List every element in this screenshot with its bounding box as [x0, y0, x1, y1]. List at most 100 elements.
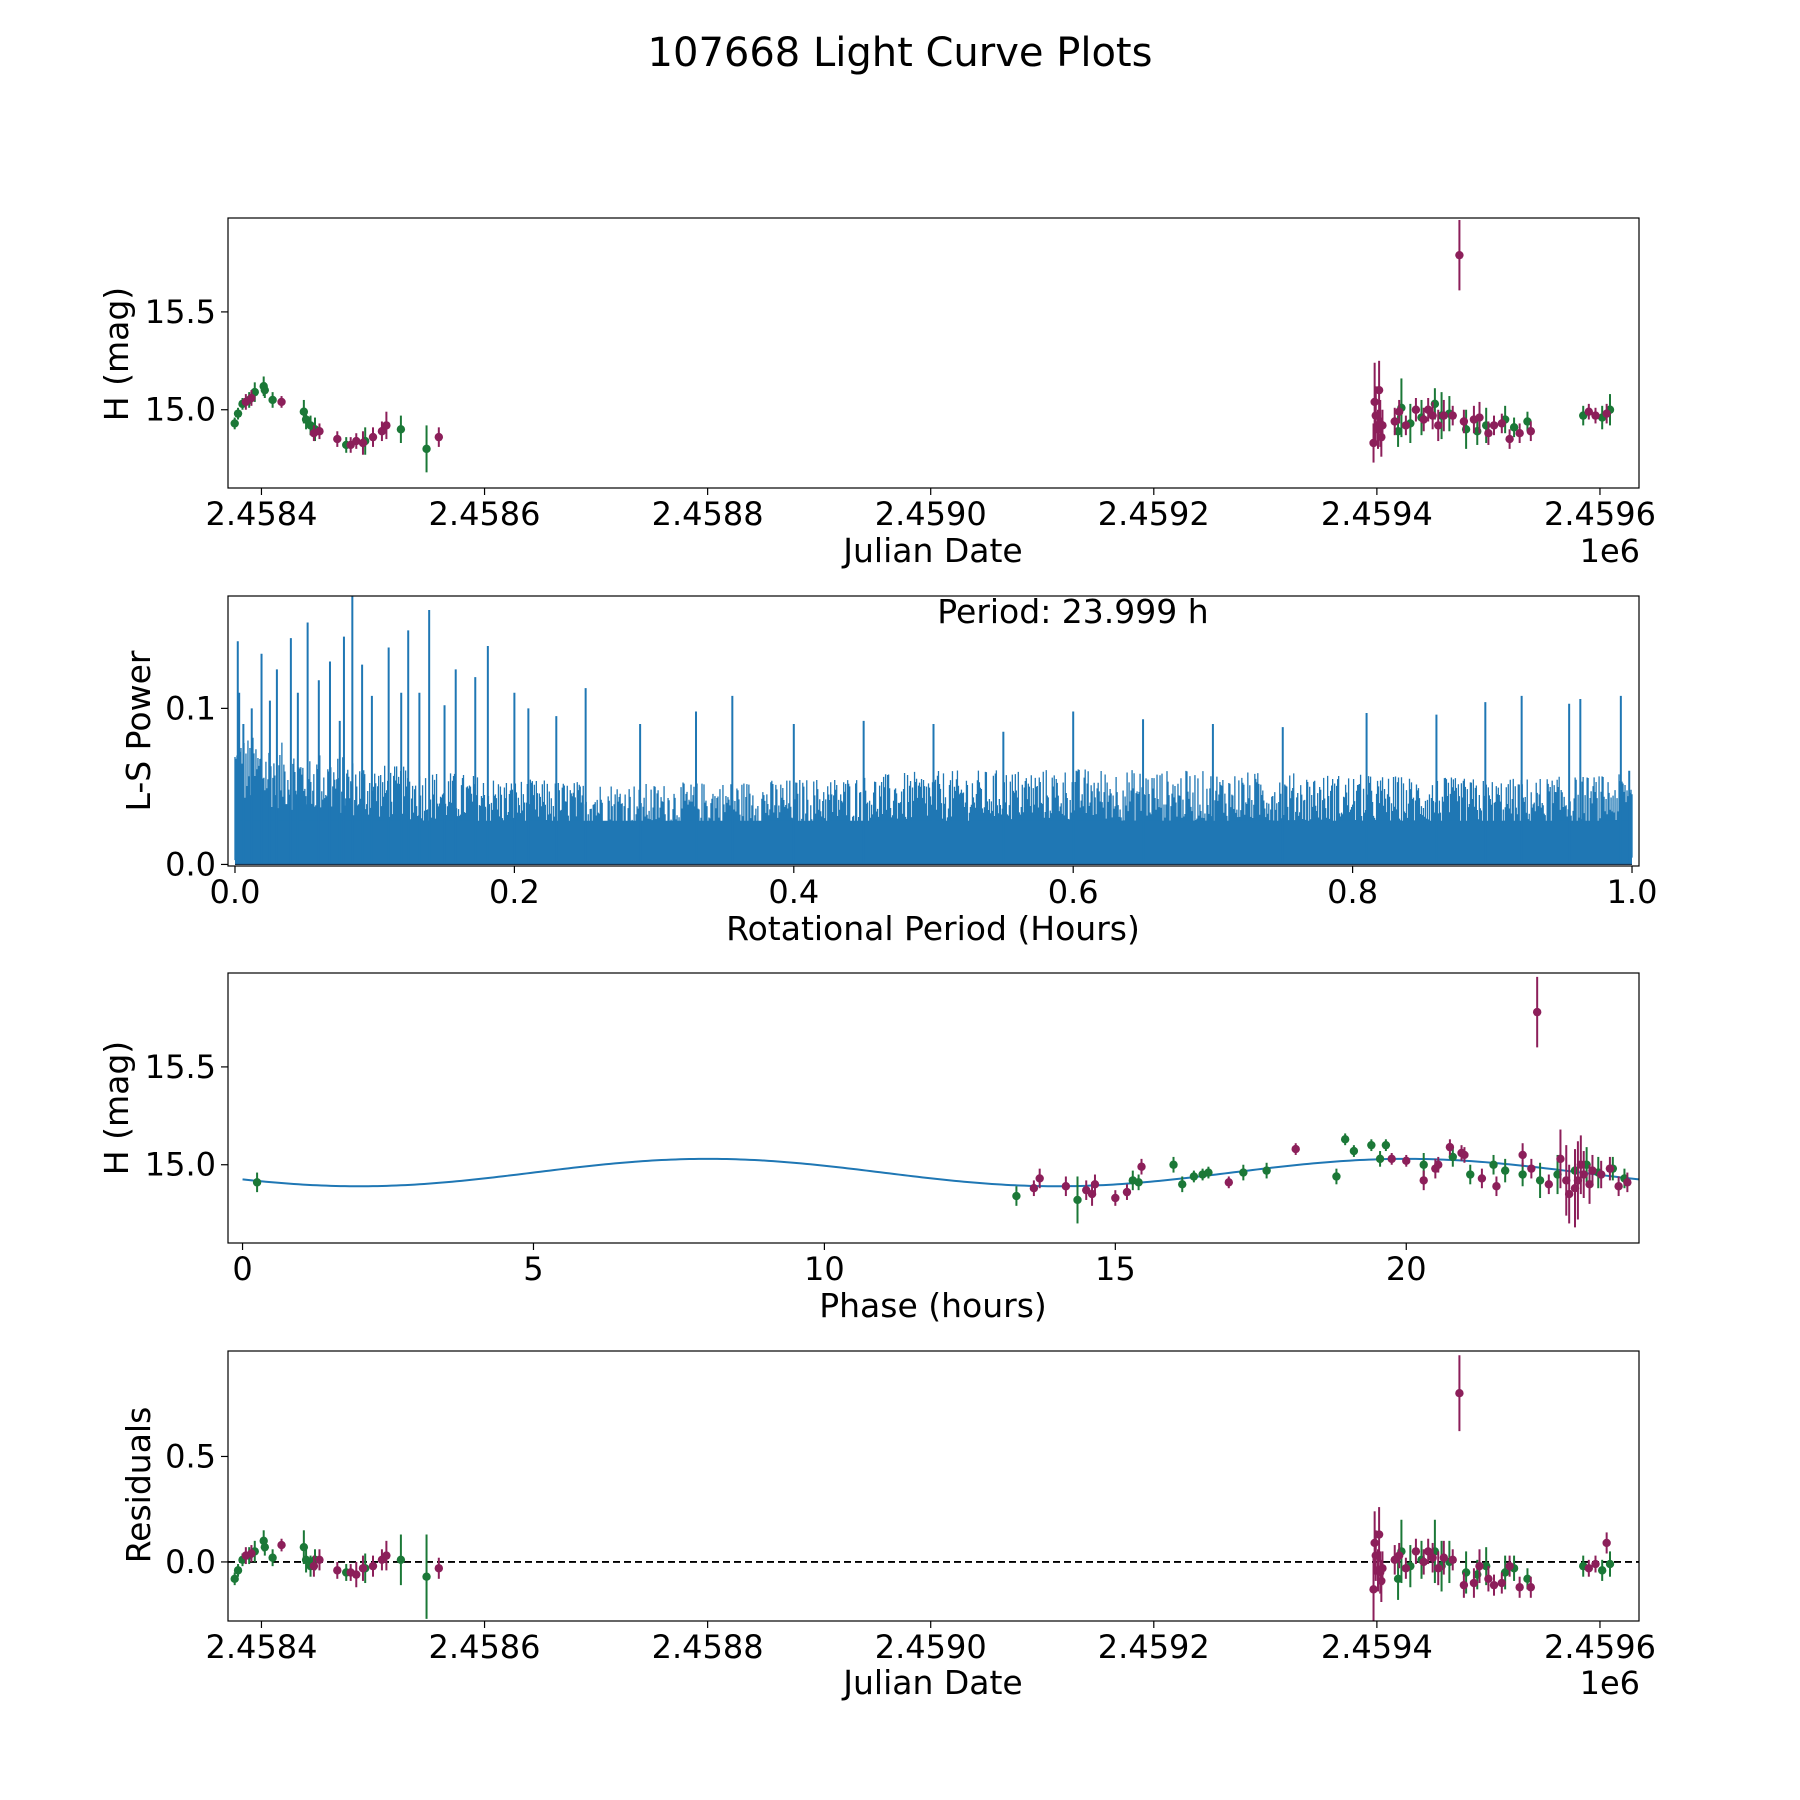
residuals-point [1369, 1585, 1378, 1594]
periodogram-frame [227, 595, 1640, 867]
residuals-point [260, 1542, 270, 1552]
periodogram-ytick-label: 0.0 [165, 845, 216, 883]
lightcurve-point [1484, 429, 1493, 438]
residuals-point [352, 1570, 361, 1579]
residuals-xtick-label: 2.4596 [1544, 1628, 1656, 1666]
phased-point [1466, 1170, 1475, 1179]
lightcurve-point [1419, 415, 1428, 424]
residuals-point [1523, 1574, 1532, 1584]
residuals-xtick-label: 2.4594 [1321, 1628, 1433, 1666]
phased-point [1291, 1144, 1300, 1154]
lightcurve-point [1509, 423, 1519, 432]
phased-point [1477, 1174, 1487, 1183]
lightcurve-xtick-label: 2.4594 [1321, 495, 1433, 533]
residuals-point [1515, 1583, 1524, 1592]
lightcurve-point [277, 397, 286, 407]
lightcurve-xlabel: Julian Date [841, 531, 1023, 570]
residuals-point [1500, 1568, 1510, 1577]
phased-fit-curve [242, 1157, 1639, 1188]
residuals-ytick-label: 0.0 [165, 1543, 216, 1581]
residuals-point [1459, 1580, 1469, 1590]
phased-point [1387, 1154, 1396, 1164]
periodogram-xtick-label: 0.0 [210, 873, 261, 911]
periodogram-xtick-label: 1.0 [1607, 873, 1658, 911]
residuals-ylabel: Residuals [119, 1407, 158, 1564]
periodogram-marks: 0.0 0.2 0.4 0.6 0.8 1.0 0.0 0.1 [165, 595, 1658, 911]
lightcurve-point [1526, 427, 1536, 436]
lightcurve-xtick-label: 2.4592 [1098, 495, 1210, 533]
phased-point [1564, 1189, 1574, 1199]
phased-point [1134, 1178, 1143, 1187]
periodogram-xtick-label: 0.4 [768, 873, 819, 911]
residuals-points [230, 1355, 1615, 1621]
phased-point [252, 1178, 262, 1187]
phased-point [1239, 1168, 1248, 1177]
phased-xtick-label: 5 [523, 1250, 543, 1288]
residuals-point [333, 1566, 342, 1575]
lightcurve-xtick-label: 2.4596 [1544, 495, 1656, 533]
residuals-point [1448, 1555, 1457, 1565]
phased-xtick-label: 10 [804, 1250, 845, 1288]
phased-point [1169, 1160, 1178, 1169]
lightcurve-point [1377, 432, 1386, 442]
phased-point [1588, 1166, 1597, 1175]
phased-point [1012, 1191, 1021, 1201]
periodogram-panel: 0.0 0.2 0.4 0.6 0.8 1.0 0.0 0.1 Period: 23.999 … [119, 592, 1657, 948]
residuals-point [277, 1540, 286, 1550]
phased-point [1061, 1182, 1071, 1191]
residuals-point [396, 1555, 406, 1565]
lightcurve-point [1523, 417, 1532, 426]
phased-point [1489, 1160, 1498, 1169]
lightcurve-marks: 2.4584 2.4586 2.4588 2.4590 2.4592 2.4594 2.45… [145, 217, 1656, 533]
lightcurve-point [396, 425, 406, 434]
lightcurve-point [1378, 421, 1387, 430]
lightcurve-point [1584, 407, 1594, 416]
phased-point [1090, 1180, 1100, 1189]
residuals-point [1484, 1574, 1493, 1584]
phased-point [1579, 1170, 1588, 1179]
phased-ytick-label: 15.5 [145, 1048, 216, 1086]
lightcurve-point [268, 395, 277, 405]
lightcurve-point [1455, 250, 1464, 260]
lightcurve-point [1390, 417, 1399, 426]
residuals-marks: 2.4584 2.4586 2.4588 2.4590 2.4592 2.4594 2.45… [165, 1350, 1656, 1666]
residuals-point [315, 1555, 324, 1565]
lightcurve-point [352, 436, 361, 446]
lightcurve-panel: 2.4584 2.4586 2.4588 2.4590 2.4592 2.4594 2.45… [97, 217, 1656, 570]
periodogram-xlabel: Rotational Period (Hours) [726, 909, 1140, 948]
lightcurve-point [1428, 411, 1437, 420]
residuals-point [1423, 1547, 1433, 1556]
residuals-point [1505, 1561, 1514, 1571]
lightcurve-point [247, 393, 256, 403]
lightcurve-offset-label: 1e6 [1580, 532, 1640, 570]
phased-xtick-label: 0 [232, 1250, 252, 1288]
lightcurve-point [1497, 419, 1507, 428]
phased-ytick-label: 15.0 [145, 1146, 216, 1184]
phased-point [1204, 1168, 1213, 1177]
phased-point [1434, 1160, 1443, 1169]
phased-points [252, 976, 1632, 1228]
lightcurve-point [1411, 405, 1421, 414]
lightcurve-point [230, 419, 239, 428]
residuals-point [422, 1572, 431, 1581]
periodogram-xtick-label: 0.8 [1327, 873, 1378, 911]
residuals-point [247, 1549, 256, 1558]
lightcurve-xtick-label: 2.4588 [652, 495, 764, 533]
lightcurve-point [1434, 421, 1443, 430]
periodogram-ytick-label: 0.1 [165, 689, 216, 727]
residuals-point [1455, 1388, 1464, 1398]
residuals-point [1497, 1578, 1507, 1588]
lightcurve-ytick-label: 15.0 [145, 391, 216, 429]
lightcurve-point [301, 415, 311, 424]
lightcurve-point [377, 427, 387, 436]
phased-point [1544, 1180, 1554, 1189]
phased-point [1532, 1007, 1542, 1017]
phased-point [1535, 1176, 1545, 1185]
periodogram-xtick-label: 0.2 [489, 873, 540, 911]
lightcurve-point [1423, 405, 1433, 414]
phased-point [1375, 1154, 1385, 1164]
phased-point [1189, 1172, 1199, 1181]
phased-xlabel: Phase (hours) [819, 1286, 1047, 1325]
residuals-point [434, 1564, 444, 1573]
